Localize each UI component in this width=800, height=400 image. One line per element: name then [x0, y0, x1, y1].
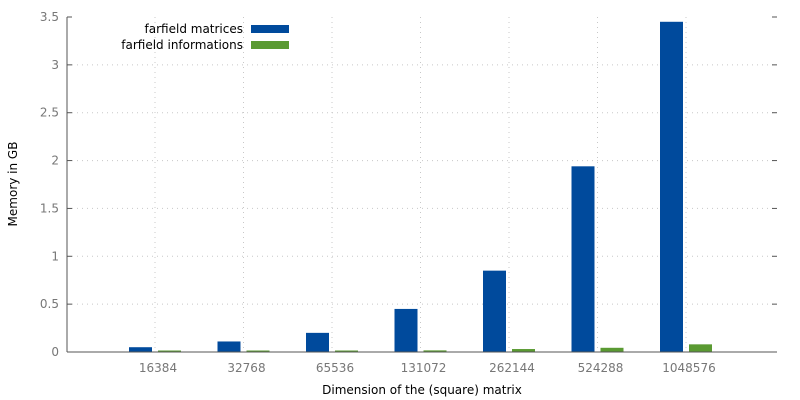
bar-farfield-informations-524288: [600, 347, 624, 352]
x-tick-label: 32768: [227, 361, 265, 375]
bar-farfield-informations-65536: [335, 350, 358, 352]
x-tick-label: 16384: [139, 361, 177, 375]
y-tick-label: 1.5: [40, 201, 59, 215]
grid: [67, 17, 777, 352]
bar-farfield-informations-131072: [423, 350, 447, 352]
bar-farfield-matrices-524288: [571, 166, 595, 352]
bar-farfield-informations-1048576: [689, 344, 712, 352]
x-tick-label: 524288: [578, 361, 624, 375]
x-tick-label: 1048576: [662, 361, 715, 375]
x-tick-labels: 16384 32768 65536 131072 262144 524288 1048576: [139, 361, 716, 375]
bar-farfield-informations-32768: [246, 350, 270, 352]
x-tick-label: 65536: [316, 361, 354, 375]
x-axis-label: Dimension of the (square) matrix: [322, 383, 522, 397]
legend-label: farfield matrices: [145, 22, 243, 36]
y-tick-label: 0: [51, 345, 59, 359]
legend-swatch: [251, 25, 289, 33]
bar-farfield-matrices-65536: [306, 332, 329, 352]
y-tick-label: 1: [51, 249, 59, 263]
x-tick-label: 131072: [401, 361, 447, 375]
y-tick-label: 2: [51, 154, 59, 168]
x-tick-label: 262144: [489, 361, 535, 375]
bar-farfield-matrices-1048576: [660, 21, 683, 353]
axes: [66, 16, 777, 353]
bar-farfield-matrices-262144: [483, 270, 506, 352]
y-tick-labels: 0 0.5 1 1.5 2 2.5 3 3.5: [40, 10, 59, 359]
legend-swatch: [251, 41, 289, 49]
legend-label: farfield informations: [121, 38, 243, 52]
bar-farfield-informations-16384: [158, 350, 181, 352]
y-tick-label: 2.5: [40, 106, 59, 120]
bar-farfield-informations-262144: [512, 349, 535, 352]
y-tick-label: 3.5: [40, 10, 59, 24]
bars: [129, 21, 712, 353]
y-axis-label: Memory in GB: [6, 142, 20, 227]
bar-farfield-matrices-131072: [394, 308, 418, 352]
y-tick-label: 0.5: [40, 297, 59, 311]
y-tick-label: 3: [51, 58, 59, 72]
legend: farfield matrices farfield informations: [121, 22, 289, 52]
bar-farfield-matrices-32768: [217, 341, 241, 352]
bar-farfield-matrices-16384: [129, 347, 152, 352]
